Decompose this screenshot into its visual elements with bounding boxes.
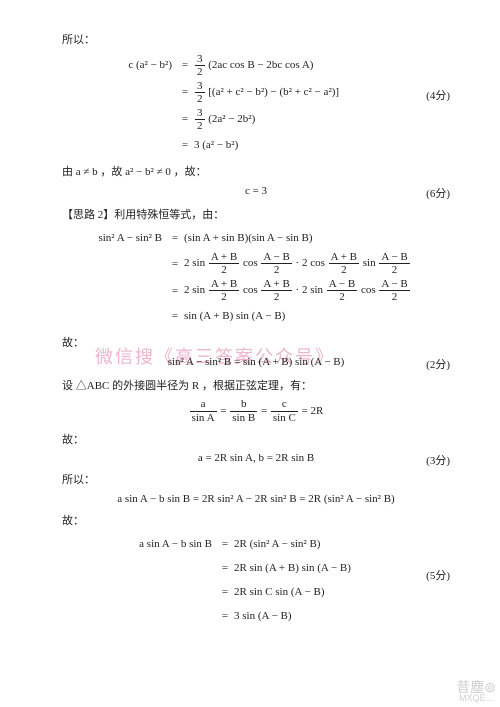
eq2-r4: sin (A + B) sin (A − B): [182, 310, 285, 322]
text-so: 所以：: [62, 32, 450, 49]
page-root: 所以： (4分) c (a² − b²) = 32 (2ac cos B − 2…: [0, 0, 500, 665]
score-4: (4分): [426, 87, 450, 103]
text-suoyi: 所以：: [62, 472, 450, 489]
ab-line: a = 2R sin A, b = 2R sin B: [198, 452, 314, 464]
corner-watermark: 昔塵⊚ MXQE...: [456, 680, 496, 703]
score-6: (6分): [426, 185, 450, 201]
text-gu-1: 故：: [62, 335, 450, 352]
score-3: (3分): [426, 452, 450, 468]
text-aneb: 由 a ≠ b ，故 a² − b² ≠ 0 ，故：: [62, 164, 450, 181]
eq2-lhs: sin² A − sin² B: [62, 232, 168, 244]
approach-2-title: 【思路 2】利用特殊恒等式，由：: [62, 207, 450, 224]
eq-block-2: sin² A − sin² B = (sin A + sin B)(sin A …: [62, 227, 450, 327]
eq-c3: (6分) c = 3: [62, 185, 450, 197]
frac-icon: 32: [195, 53, 205, 78]
score-2: (2分): [426, 356, 450, 372]
eq3-r2: 2R sin (A + B) sin (A − B): [232, 562, 351, 574]
eq2-r1: (sin A + sin B)(sin A − sin B): [182, 232, 313, 244]
eq-sign: =: [178, 59, 192, 71]
ab-line-block: (3分) a = 2R sin A, b = 2R sin B: [62, 452, 450, 464]
eq1-lhs: c (a² − b²): [62, 59, 178, 71]
eq3-r1: 2R (sin² A − sin² B): [232, 538, 320, 550]
eq3-lhs: a sin A − b sin B: [62, 538, 218, 550]
text-gu-2: 故：: [62, 432, 450, 449]
eq2-r3: 2 sin A + B2 cos A + B2 · 2 sin A − B2 c…: [182, 278, 411, 303]
text-gu-3: 故：: [62, 513, 450, 530]
long-line: a sin A − b sin B = 2R sin² A − 2R sin² …: [117, 493, 394, 505]
eq1-r1: 32 (2ac cos B − 2bc cos A): [192, 53, 313, 78]
eq1-r4: 3 (a² − b²): [192, 139, 238, 151]
eq2-r2: 2 sin A + B2 cos A − B2 · 2 cos A + B2 s…: [182, 251, 411, 276]
long-line-block: a sin A − b sin B = 2R sin² A − 2R sin² …: [62, 493, 450, 505]
corner-top: 昔塵⊚: [456, 680, 496, 694]
corner-bot: MXQE...: [456, 694, 496, 703]
eq3-r3: 2R sin C sin (A − B): [232, 586, 325, 598]
law-of-sines: asin A = bsin B = csin C = 2R: [62, 398, 450, 423]
c-equals-3: c = 3: [245, 185, 267, 197]
eq1-r2: 32 [(a² + c² − b²) − (b² + c² − a²)]: [192, 80, 339, 105]
identity-block: (2分) sin² A − sin² B = sin (A + B) sin (…: [62, 356, 450, 368]
law-of-sines-eq: asin A = bsin B = csin C = 2R: [189, 405, 324, 417]
identity-eq: sin² A − sin² B = sin (A + B) sin (A − B…: [168, 356, 345, 368]
eq-block-1: (4分) c (a² − b²) = 32 (2ac cos B − 2bc c…: [62, 53, 450, 157]
eq1-r3: 32 (2a² − 2b²): [192, 107, 255, 132]
eq-block-3: (5分) a sin A − b sin B = 2R (sin² A − si…: [62, 533, 450, 627]
score-5: (5分): [426, 567, 450, 583]
eq3-r4: 3 sin (A − B): [232, 610, 292, 622]
circumcircle-text: 设 △ABC 的外接圆半径为 R ，根据正弦定理，有：: [62, 378, 450, 395]
